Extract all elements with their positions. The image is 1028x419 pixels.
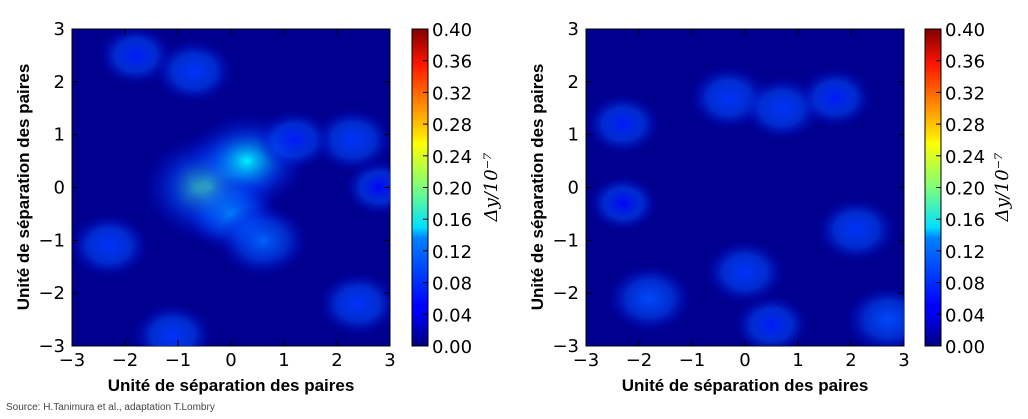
x-tick-label: −3 xyxy=(59,350,86,371)
x-tick-label: −2 xyxy=(112,350,139,371)
y-tick-label: −3 xyxy=(552,336,579,357)
colorbar-tick-label: 0.40 xyxy=(432,20,472,41)
colorbar-tick-label: 0.28 xyxy=(945,115,985,136)
heatmap-blob xyxy=(153,39,235,104)
x-tick-label: 2 xyxy=(845,350,856,371)
heatmap-blob xyxy=(72,213,150,278)
y-tick-label: 2 xyxy=(568,72,579,93)
colorbar-tick-label: 0.12 xyxy=(945,242,985,263)
heatmap-blob xyxy=(132,303,213,346)
x-tick-label: 3 xyxy=(384,350,395,371)
heatmap-panel-2: −3 −2 −1 0 1 2 3 3 2 1 0 −1 −2 −3 Unité de séparatio… xyxy=(528,19,1013,395)
y-tick-label: 1 xyxy=(568,125,579,146)
x-tick-label: −1 xyxy=(679,350,706,371)
y-ticks-1: 3 2 1 0 −1 −2 −3 xyxy=(38,19,390,357)
colorbar-label-2: Δy/10⁻⁷ xyxy=(992,153,1013,223)
heatmap-blob xyxy=(257,109,333,171)
colorbar-label-1: Δy/10⁻⁷ xyxy=(481,153,502,223)
y-ticks-2: 3 2 1 0 −1 −2 −3 xyxy=(552,19,904,357)
y-tick-label: −1 xyxy=(552,230,579,251)
colorbar-tick-label: 0.20 xyxy=(945,179,985,200)
colorbar-ticks-2: 0.40 0.36 0.32 0.28 0.24 0.20 0.16 0.12 0.08 0.04… xyxy=(936,20,985,358)
colorbar-tick-label: 0.36 xyxy=(945,52,985,73)
heatmap-blob xyxy=(816,197,897,262)
x-tick-label: 1 xyxy=(792,350,803,371)
y-tick-label: −3 xyxy=(38,336,65,357)
colorbar-tick-label: 0.16 xyxy=(945,210,985,231)
x-tick-label: −1 xyxy=(165,350,192,371)
colorbar-tick-label: 0.20 xyxy=(432,179,472,200)
heatmap-blob xyxy=(606,264,693,333)
x-ticks-1: −3 −2 −1 0 1 2 3 xyxy=(59,29,396,371)
heatmap-blob xyxy=(797,67,873,128)
y-tick-label: 3 xyxy=(568,19,579,40)
heatmap-blob xyxy=(312,107,390,173)
heatmap-blob xyxy=(586,94,661,155)
heatmap-blob xyxy=(217,204,309,277)
x-tick-label: 3 xyxy=(898,350,909,371)
colorbar-tick-label: 0.28 xyxy=(432,115,472,136)
x-tick-label: 0 xyxy=(225,350,236,371)
source-credit: Source: H.Tanimura et al., adaptation T.… xyxy=(6,402,215,413)
colorbar-tick-label: 0.04 xyxy=(945,305,985,326)
x-tick-label: 2 xyxy=(331,350,342,371)
y-tick-label: 2 xyxy=(54,72,65,93)
heatmap-blob xyxy=(588,175,659,232)
y-tick-label: 3 xyxy=(54,19,65,40)
y-tick-label: 0 xyxy=(54,178,65,199)
heatmap-blob xyxy=(318,271,390,336)
colorbar-tick-label: 0.08 xyxy=(945,274,985,295)
heatmap-blob xyxy=(845,285,904,346)
heatmap-blobs-1 xyxy=(72,29,390,346)
x-axis-label-2: Unité de séparation des paires xyxy=(622,376,869,395)
colorbar-tick-label: 0.32 xyxy=(432,83,472,104)
colorbar-tick-label: 0.00 xyxy=(432,337,472,358)
colorbar-tick-label: 0.16 xyxy=(432,210,472,231)
x-tick-label: −3 xyxy=(573,350,600,371)
y-axis-label-1: Unité de séparation des paires xyxy=(14,64,33,311)
y-axis-label-2: Unité de séparation des paires xyxy=(528,64,547,311)
colorbar-tick-label: 0.40 xyxy=(945,20,985,41)
y-tick-label: 1 xyxy=(54,125,65,146)
colorbar-tick-label: 0.04 xyxy=(432,305,472,326)
colorbar-tick-label: 0.24 xyxy=(945,147,985,168)
x-tick-label: −2 xyxy=(626,350,653,371)
heatmap-blob xyxy=(344,159,390,216)
y-tick-label: −2 xyxy=(552,283,579,304)
colorbar-tick-label: 0.12 xyxy=(432,242,472,263)
colorbar-tick-label: 0.08 xyxy=(432,274,472,295)
colorbar-tick-label: 0.36 xyxy=(432,52,472,73)
heatmap-blobs-2 xyxy=(586,65,904,346)
y-tick-label: −2 xyxy=(38,283,65,304)
colorbar-tick-label: 0.32 xyxy=(945,83,985,104)
x-tick-label: 0 xyxy=(739,350,750,371)
heatmap-blob xyxy=(704,239,786,305)
heatmap-blob xyxy=(733,294,810,346)
heatmap-panel-1: −3 −2 −1 0 1 2 3 3 2 1 0 −1 −2 −3 Unité de séparatio… xyxy=(14,19,502,395)
colorbar-tick-label: 0.00 xyxy=(945,337,985,358)
x-axis-label-1: Unité de séparation des paires xyxy=(108,376,355,395)
y-tick-label: −1 xyxy=(38,230,65,251)
y-tick-label: 0 xyxy=(568,178,579,199)
x-ticks-2: −3 −2 −1 0 1 2 3 xyxy=(573,29,910,371)
colorbar-tick-label: 0.24 xyxy=(432,147,472,168)
colorbar-ticks-1: 0.40 0.36 0.32 0.28 0.24 0.20 0.16 0.12 0.08 0.04… xyxy=(423,20,472,358)
x-tick-label: 1 xyxy=(278,350,289,371)
